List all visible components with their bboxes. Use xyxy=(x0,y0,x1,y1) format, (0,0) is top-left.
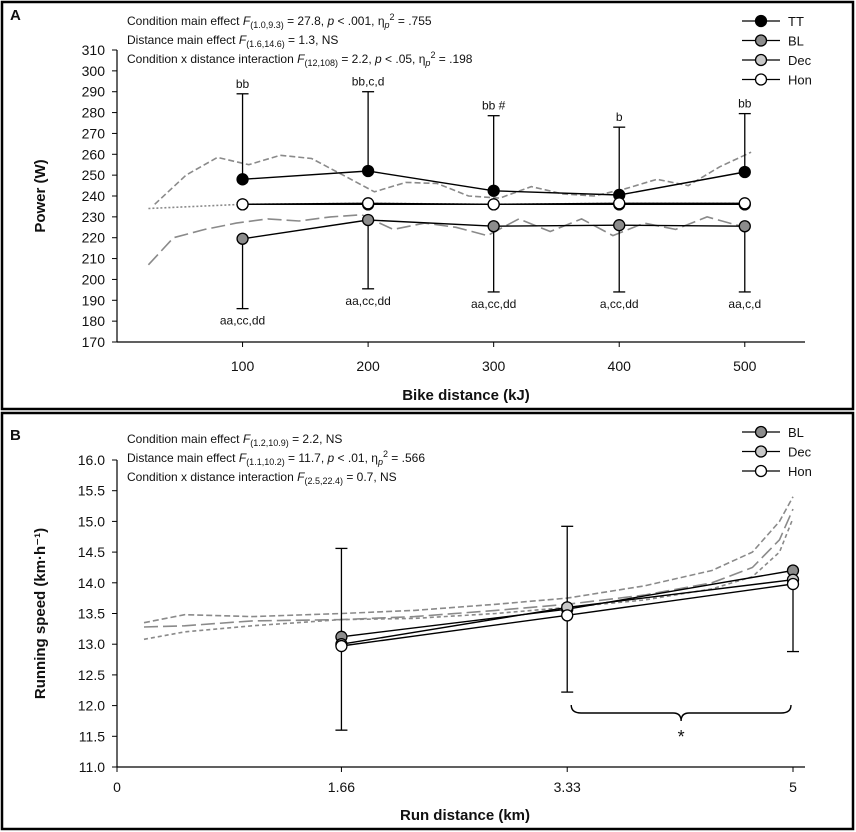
trace-dec-trace xyxy=(154,151,752,205)
point-bl xyxy=(613,219,626,232)
x-tick-label: 100 xyxy=(231,358,255,374)
y-axis-title: Running speed (km·h⁻¹) xyxy=(32,528,49,699)
point-hon xyxy=(613,197,626,210)
y-tick-label: 210 xyxy=(82,251,106,267)
y-tick-label: 250 xyxy=(82,167,106,183)
x-axis-title: Run distance (km) xyxy=(400,807,530,824)
legend-marker-hon xyxy=(754,464,768,478)
legend-marker-bl xyxy=(754,34,768,47)
y-tick-label: 15.0 xyxy=(78,513,105,529)
y-tick-label: 310 xyxy=(82,42,106,58)
annotation-above: bb xyxy=(236,77,250,91)
legend-label-hon: Hon xyxy=(788,464,812,479)
legend-label-bl: BL xyxy=(788,34,804,49)
panel-b-frame xyxy=(0,411,855,831)
annotation-above: bb # xyxy=(482,99,506,113)
panel-a-label: A xyxy=(10,7,21,24)
y-tick-label: 190 xyxy=(82,292,106,308)
y-axis-title: Power (W) xyxy=(32,159,49,232)
y-tick-label: 12.5 xyxy=(78,667,105,683)
annotation-below: aa,cc,dd xyxy=(345,294,390,308)
y-tick-label: 180 xyxy=(82,313,106,329)
y-tick-label: 12.0 xyxy=(78,698,105,714)
point-tt xyxy=(487,184,500,197)
y-tick-label: 270 xyxy=(82,125,106,141)
y-tick-label: 300 xyxy=(82,63,106,79)
point-bl xyxy=(236,232,249,245)
stats-line-1: Condition main effect F(1.2,10.9) = 2.2,… xyxy=(127,432,342,448)
y-tick-label: 240 xyxy=(82,188,106,204)
legend-label-dec: Dec xyxy=(788,53,812,68)
y-tick-label: 230 xyxy=(82,209,106,225)
panel-b-chart: Condition main effect F(1.2,10.9) = 2.2,… xyxy=(32,425,812,824)
trace-dotted-dash-trace xyxy=(143,518,794,641)
y-tick-label: 14.5 xyxy=(78,544,105,560)
x-tick-label: 1.66 xyxy=(328,779,355,795)
stats-line-1: Condition main effect F(1.0,9.3) = 27.8,… xyxy=(127,12,432,30)
annotation-above: b xyxy=(616,110,623,124)
legend-marker-dec xyxy=(754,445,768,458)
x-tick-label: 0 xyxy=(113,779,121,795)
legend-marker-bl xyxy=(754,425,768,439)
y-tick-label: 170 xyxy=(82,334,106,350)
y-tick-label: 16.0 xyxy=(78,452,105,468)
stats-line-3: Condition x distance interaction F(2.5,2… xyxy=(127,470,397,486)
y-tick-label: 290 xyxy=(82,84,106,100)
legend-label-dec: Dec xyxy=(788,445,812,460)
legend-marker-hon xyxy=(754,73,768,86)
point-bl xyxy=(487,220,500,233)
trace-long-dash-trace xyxy=(143,508,794,628)
point-hon xyxy=(786,577,800,591)
y-tick-label: 11.5 xyxy=(79,728,105,744)
panel-a-chart: Condition main effect F(1.0,9.3) = 27.8,… xyxy=(32,12,812,404)
annotation-below: aa,cc,dd xyxy=(220,314,265,328)
panel-b-label: B xyxy=(10,427,21,444)
point-tt xyxy=(236,173,249,186)
trace-short-dash-trace xyxy=(143,496,794,624)
x-tick-label: 5 xyxy=(789,779,797,795)
x-tick-label: 300 xyxy=(482,358,506,374)
point-hon xyxy=(361,197,375,210)
stats-line-3: Condition x distance interaction F(12,10… xyxy=(127,50,473,68)
legend-marker-dec xyxy=(754,53,768,67)
x-tick-label: 3.33 xyxy=(554,779,581,795)
y-tick-label: 200 xyxy=(82,271,106,287)
panel-a-frame xyxy=(0,0,855,411)
x-axis-title: Bike distance (kJ) xyxy=(402,387,530,404)
stats-line-2: Distance main effect F(1.1,10.2) = 11.7,… xyxy=(127,449,425,467)
legend-label-bl: BL xyxy=(788,425,804,440)
legend-marker-tt xyxy=(754,14,768,28)
y-tick-label: 11.0 xyxy=(79,759,105,775)
y-tick-label: 13.5 xyxy=(78,606,105,622)
point-tt xyxy=(738,165,751,179)
y-tick-label: 15.5 xyxy=(78,483,105,499)
point-bl xyxy=(361,213,375,227)
point-hon xyxy=(738,197,751,210)
legend-label-tt: TT xyxy=(788,14,804,29)
y-tick-label: 220 xyxy=(82,230,106,246)
significance-bracket xyxy=(570,704,792,722)
annotation-above: bb xyxy=(738,97,752,111)
y-tick-label: 260 xyxy=(82,146,106,162)
y-tick-label: 13.0 xyxy=(78,636,105,652)
significance-star: * xyxy=(678,727,685,747)
y-tick-label: 14.0 xyxy=(78,575,105,591)
point-hon xyxy=(561,609,574,622)
legend-label-hon: Hon xyxy=(788,73,812,88)
x-tick-label: 200 xyxy=(356,358,380,374)
point-hon xyxy=(487,198,500,211)
y-tick-label: 280 xyxy=(82,105,106,121)
annotation-above: bb,c,d xyxy=(352,75,385,89)
x-tick-label: 400 xyxy=(608,358,632,374)
annotation-below: aa,c,d xyxy=(728,297,761,311)
point-tt xyxy=(361,164,375,178)
point-hon xyxy=(335,639,348,653)
annotation-below: a,cc,dd xyxy=(600,297,639,311)
x-tick-label: 500 xyxy=(733,358,757,374)
point-bl xyxy=(738,220,751,233)
stats-line-2: Distance main effect F(1.6,14.6) = 1.3, … xyxy=(127,33,338,49)
point-hon xyxy=(236,198,249,211)
annotation-below: aa,cc,dd xyxy=(471,297,516,311)
